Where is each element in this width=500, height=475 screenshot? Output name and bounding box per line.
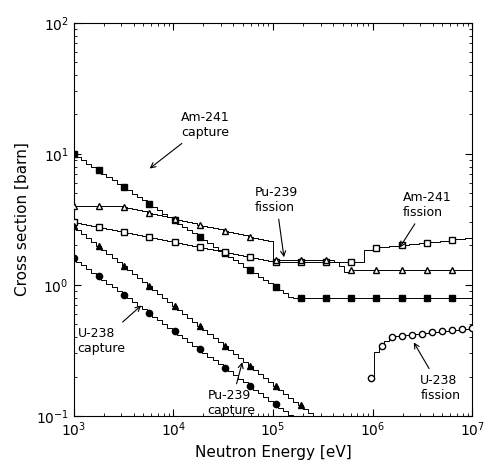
Text: Pu-239
capture: Pu-239 capture <box>208 363 256 417</box>
Text: Am-241
fission: Am-241 fission <box>400 191 452 247</box>
Text: Pu-239
fission: Pu-239 fission <box>254 186 298 256</box>
Text: Am-241
capture: Am-241 capture <box>150 111 230 168</box>
Text: U-238
fission: U-238 fission <box>414 343 461 402</box>
X-axis label: Neutron Energy [eV]: Neutron Energy [eV] <box>194 445 352 460</box>
Y-axis label: Cross section [barn]: Cross section [barn] <box>15 142 30 296</box>
Text: U-238
capture: U-238 capture <box>78 306 140 355</box>
